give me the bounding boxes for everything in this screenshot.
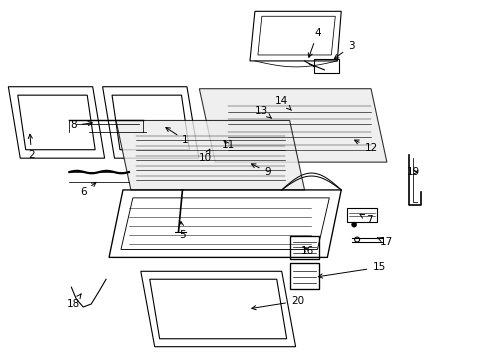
Text: 4: 4 bbox=[307, 28, 320, 57]
Text: 15: 15 bbox=[318, 262, 385, 278]
Text: 18: 18 bbox=[66, 294, 81, 309]
Text: 13: 13 bbox=[255, 105, 271, 118]
Text: 17: 17 bbox=[377, 237, 393, 247]
Text: 9: 9 bbox=[251, 164, 270, 177]
Text: 6: 6 bbox=[80, 182, 96, 197]
Text: 19: 19 bbox=[406, 167, 420, 177]
Text: 11: 11 bbox=[221, 140, 234, 150]
Text: 20: 20 bbox=[251, 296, 304, 310]
Text: 16: 16 bbox=[300, 247, 313, 256]
Text: 5: 5 bbox=[179, 221, 185, 239]
Text: 1: 1 bbox=[165, 127, 188, 145]
Text: 3: 3 bbox=[334, 41, 354, 59]
Polygon shape bbox=[199, 89, 386, 162]
Polygon shape bbox=[116, 121, 304, 190]
Text: 8: 8 bbox=[70, 121, 92, 130]
Text: 7: 7 bbox=[359, 214, 371, 225]
Circle shape bbox=[351, 222, 356, 227]
Text: 2: 2 bbox=[28, 134, 35, 160]
Text: 12: 12 bbox=[354, 140, 377, 153]
Text: 14: 14 bbox=[275, 96, 291, 111]
Text: 10: 10 bbox=[198, 149, 211, 163]
